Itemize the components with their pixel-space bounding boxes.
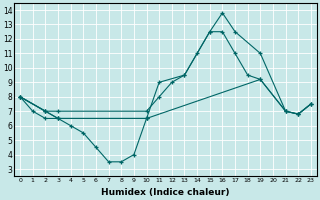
X-axis label: Humidex (Indice chaleur): Humidex (Indice chaleur) xyxy=(101,188,230,197)
